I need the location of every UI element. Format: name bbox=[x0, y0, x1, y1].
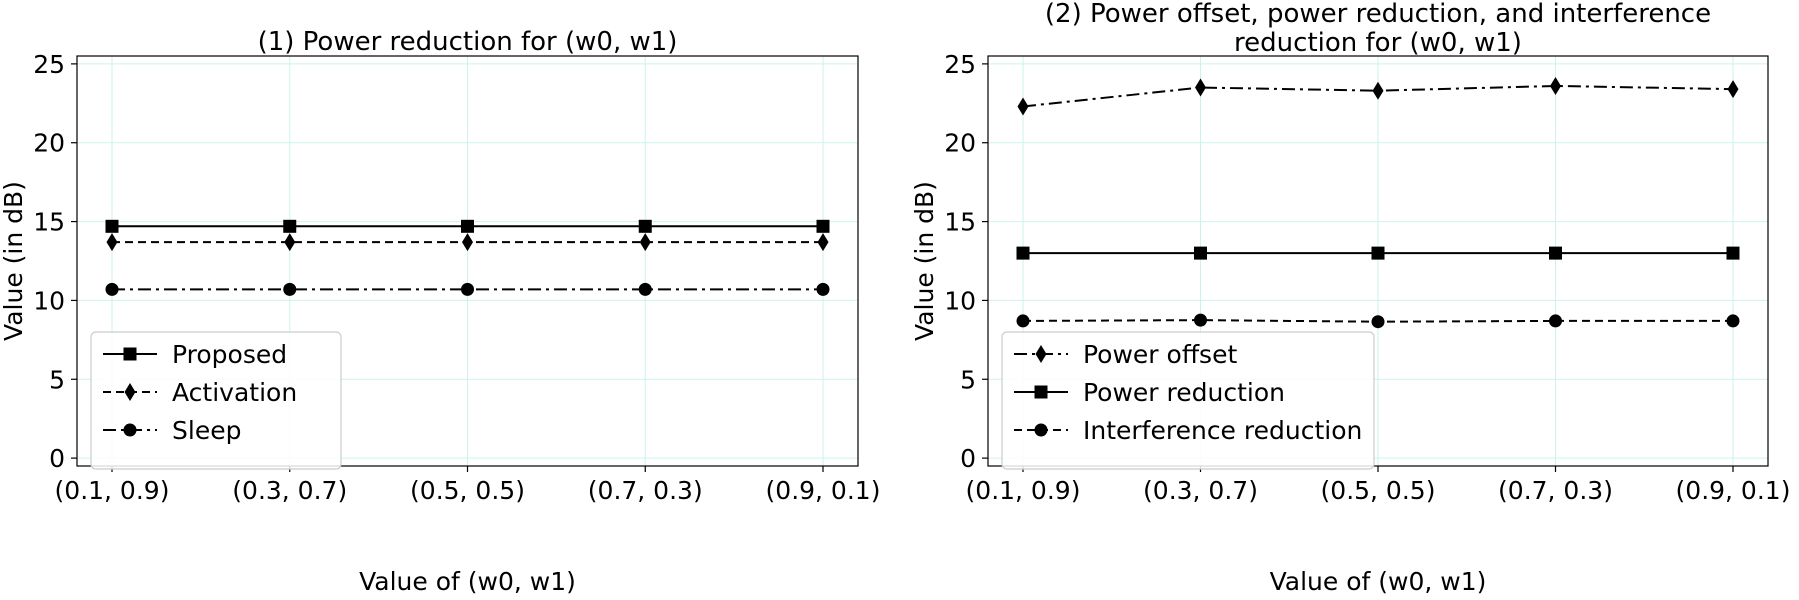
data-point-interference-reduction bbox=[1016, 314, 1030, 328]
data-point-interference-reduction bbox=[1194, 313, 1207, 327]
data-point-power-offset bbox=[1550, 76, 1561, 95]
data-point-power-offset bbox=[1195, 78, 1206, 97]
chart-1: (0.1, 0.9) (0.3, 0.7) (0.5, 0.5) (0.7, 0.3)… bbox=[0, 27, 880, 596]
data-point-activation bbox=[639, 233, 651, 252]
data-point-power-offset bbox=[1727, 80, 1739, 99]
chart-title: (2) Power offset, power reduction, and i… bbox=[1045, 0, 1711, 29]
y-tick-label: 25 bbox=[33, 50, 65, 79]
data-point-activation bbox=[284, 233, 296, 252]
x-tick-label: (0.5, 0.5) bbox=[410, 476, 525, 505]
data-point-activation bbox=[817, 233, 829, 252]
data-point-proposed bbox=[638, 219, 652, 233]
x-tick-label: (0.7, 0.3) bbox=[1498, 476, 1613, 505]
data-point-interference-reduction bbox=[1371, 315, 1385, 329]
data-point-proposed bbox=[283, 219, 297, 233]
y-tick-label: 0 bbox=[960, 444, 976, 473]
data-point-activation bbox=[462, 233, 473, 252]
y-tick-label: 5 bbox=[960, 365, 976, 394]
chart-2: (0.1, 0.9) (0.3, 0.7) (0.5, 0.5) (0.7, 0.3)… bbox=[910, 0, 1790, 596]
legend-marker bbox=[123, 347, 137, 361]
legend-marker bbox=[123, 423, 137, 437]
legend-marker bbox=[1034, 385, 1048, 399]
legend-label: Sleep bbox=[172, 416, 241, 445]
y-axis-label: Value (in dB) bbox=[910, 181, 939, 341]
y-tick-label: 10 bbox=[33, 286, 65, 315]
data-point-sleep bbox=[638, 282, 652, 296]
legend-marker bbox=[124, 383, 136, 401]
x-tick-label: (0.1, 0.9) bbox=[966, 476, 1081, 505]
chart-title: (1) Power reduction for (w0, w1) bbox=[258, 27, 678, 57]
y-tick-label: 10 bbox=[944, 286, 976, 315]
legend-label: Activation bbox=[172, 378, 297, 407]
x-tick-label: (0.7, 0.3) bbox=[588, 476, 703, 505]
data-point-interference-reduction bbox=[1549, 314, 1562, 328]
legend-label: Interference reduction bbox=[1083, 416, 1362, 445]
data-point-proposed bbox=[461, 219, 474, 233]
y-tick-label: 20 bbox=[33, 129, 65, 158]
data-point-sleep bbox=[105, 282, 119, 296]
legend-marker bbox=[1034, 423, 1048, 437]
data-point-power-reduction bbox=[1194, 246, 1207, 260]
y-tick-label: 0 bbox=[49, 444, 65, 473]
data-point-power-offset bbox=[1017, 97, 1029, 116]
data-point-activation bbox=[106, 233, 118, 252]
x-tick-label: (0.1, 0.9) bbox=[55, 476, 170, 505]
legend-2: Power offset Power reduction Interference … bbox=[1001, 331, 1375, 470]
data-point-power-reduction bbox=[1371, 246, 1385, 260]
y-tick-label: 5 bbox=[49, 365, 65, 394]
x-tick-label: (0.9, 0.1) bbox=[1676, 476, 1791, 505]
x-tick-label: (0.9, 0.1) bbox=[766, 476, 881, 505]
data-point-proposed bbox=[816, 219, 830, 233]
data-point-sleep bbox=[461, 282, 474, 296]
legend-label: Proposed bbox=[172, 340, 287, 369]
data-point-power-reduction bbox=[1016, 246, 1030, 260]
legend-box bbox=[90, 331, 342, 470]
x-axis-label: Value of (w0, w1) bbox=[359, 567, 576, 596]
data-point-power-offset bbox=[1372, 81, 1384, 100]
data-point-interference-reduction bbox=[1726, 314, 1740, 328]
x-tick-label: (0.3, 0.7) bbox=[1143, 476, 1258, 505]
legend-label: Power offset bbox=[1083, 340, 1237, 369]
y-axis-label: Value (in dB) bbox=[0, 181, 28, 341]
y-tick-label: 25 bbox=[944, 50, 976, 79]
data-point-sleep bbox=[816, 282, 830, 296]
x-axis-label: Value of (w0, w1) bbox=[1270, 567, 1487, 596]
x-tick-label: (0.5, 0.5) bbox=[1321, 476, 1436, 505]
y-tick-label: 15 bbox=[33, 208, 65, 237]
legend-1: Proposed Activation Sleep bbox=[90, 331, 342, 470]
legend-label: Power reduction bbox=[1083, 378, 1285, 407]
y-tick-label: 20 bbox=[944, 129, 976, 158]
legend-box bbox=[1001, 331, 1375, 470]
data-point-power-reduction bbox=[1549, 246, 1562, 260]
x-tick-label: (0.3, 0.7) bbox=[232, 476, 347, 505]
chart-title: reduction for (w0, w1) bbox=[1234, 28, 1522, 58]
y-tick-label: 15 bbox=[944, 208, 976, 237]
data-point-sleep bbox=[283, 282, 297, 296]
legend-marker bbox=[1035, 345, 1047, 363]
data-point-proposed bbox=[105, 219, 119, 233]
data-point-power-reduction bbox=[1726, 246, 1740, 260]
